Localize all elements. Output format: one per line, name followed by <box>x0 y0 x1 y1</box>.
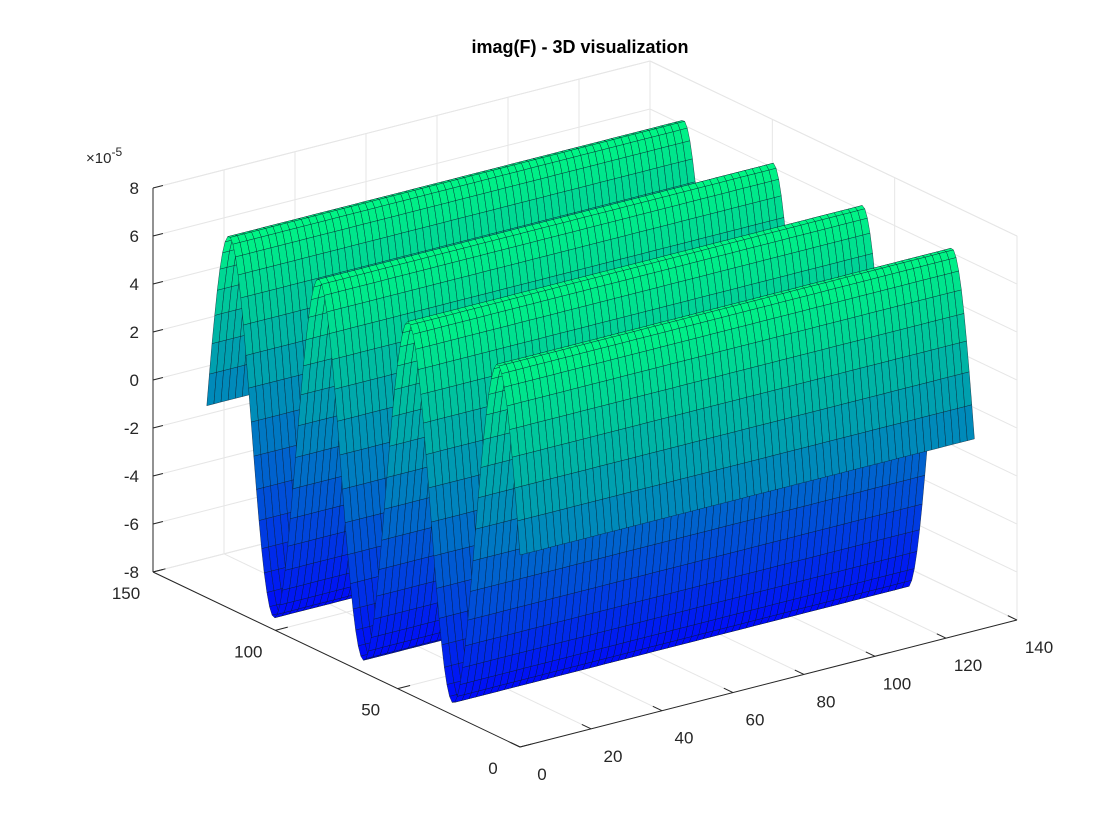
x-tick-mark <box>794 669 805 675</box>
z-tick-mark <box>152 376 164 381</box>
x-tick-mark <box>1007 615 1018 621</box>
y-axis-line <box>152 571 521 748</box>
x-tick-mark <box>581 724 592 730</box>
z-tick-mark <box>152 184 164 189</box>
grid-line-z-sidewall <box>649 108 1018 285</box>
x-tick-mark <box>510 742 521 748</box>
axes <box>152 184 1018 748</box>
box-edge-top-back <box>152 60 651 189</box>
z-tick-mark <box>152 472 164 477</box>
y-tick-mark <box>519 743 533 748</box>
box-edge-top-side <box>649 60 1018 237</box>
z-tick-mark <box>152 520 164 525</box>
z-tick-mark <box>152 232 164 237</box>
surface-plot <box>206 120 975 703</box>
z-tick-mark <box>152 280 164 285</box>
z-tick-mark <box>152 328 164 333</box>
grid-line-z-backwall <box>152 108 651 237</box>
x-tick-mark <box>652 705 663 712</box>
y-tick-mark <box>275 626 288 631</box>
x-tick-mark <box>936 633 947 639</box>
x-tick-mark <box>723 687 734 694</box>
y-tick-mark <box>397 685 411 690</box>
z-tick-mark <box>152 568 164 573</box>
x-axis-line <box>519 619 1018 748</box>
z-tick-mark <box>152 424 164 429</box>
x-tick-mark <box>865 651 876 657</box>
